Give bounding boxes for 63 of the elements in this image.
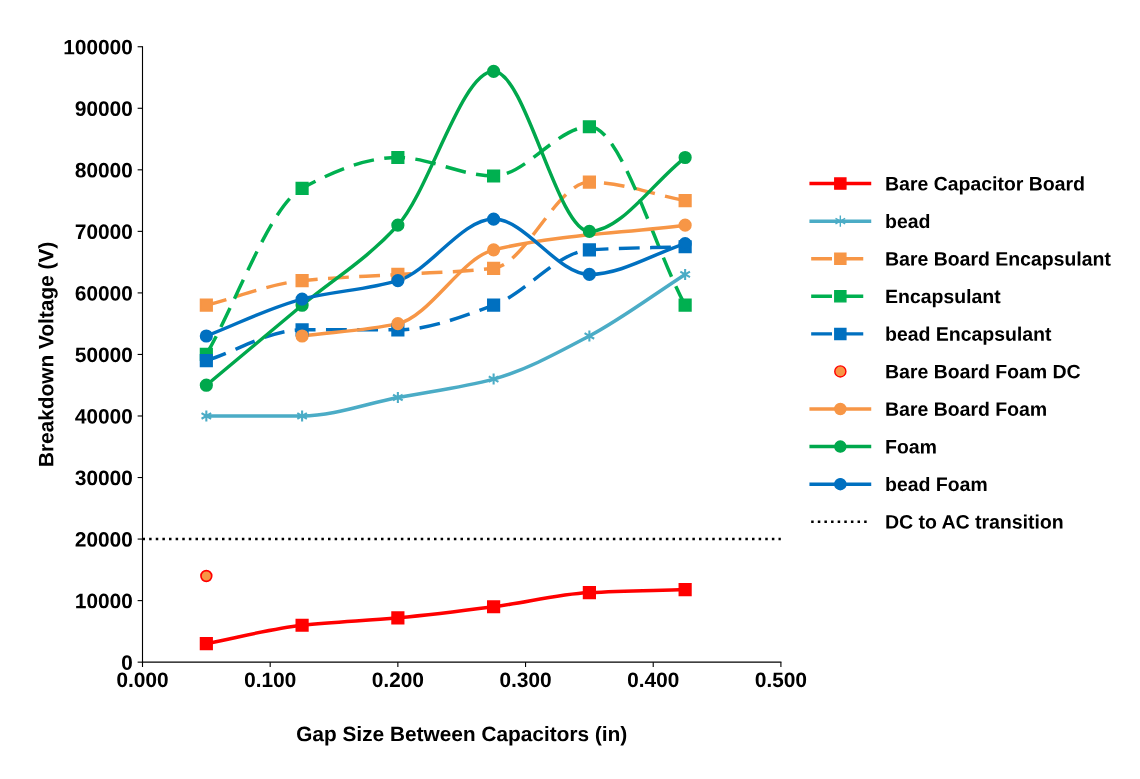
legend-label: bead (886, 213, 930, 229)
point (391, 611, 405, 625)
y-axis-title: Breakdown Voltage (V) (38, 242, 58, 466)
point (678, 582, 692, 597)
y-tick-label: 90000 (75, 101, 132, 117)
point (582, 120, 596, 134)
legend-label: bead Foam (886, 476, 987, 492)
point (487, 600, 501, 614)
point (295, 274, 309, 288)
x-tick-label: 0.500 (755, 672, 807, 688)
point (295, 329, 309, 343)
legend-label: bead Encapsulant (886, 326, 1052, 345)
x-tick-label: 0.200 (372, 672, 424, 688)
point (391, 274, 405, 288)
y-tick-label: 0 (122, 655, 132, 670)
point (678, 150, 692, 165)
point (487, 243, 501, 257)
point (487, 298, 501, 312)
point (678, 298, 692, 312)
y-tick-label: 10000 (76, 593, 132, 609)
y-tick-label: 80000 (75, 162, 132, 178)
point (487, 169, 501, 183)
x-tick-label: 0.100 (244, 672, 296, 688)
legend-label: Encapsulant (886, 289, 1001, 308)
y-tick-label: 70000 (75, 224, 132, 240)
point (200, 569, 213, 583)
point (295, 181, 309, 195)
point (582, 224, 596, 238)
x-tick-label: 0.400 (627, 672, 679, 688)
point (582, 175, 596, 189)
y-tick-label: 40000 (75, 408, 132, 424)
legend-label: DC to AC transition (886, 514, 1063, 529)
y-tick-label: 50000 (75, 347, 132, 363)
point (295, 618, 309, 632)
x-tick-label: 0.300 (500, 672, 551, 688)
y-tick-label: 60000 (75, 285, 132, 301)
point (199, 637, 213, 651)
point (582, 243, 596, 257)
point (678, 218, 692, 232)
legend-label: Bare Board Foam (886, 401, 1046, 417)
legend-label: Bare Board Encapsulant (886, 251, 1111, 270)
point (391, 218, 405, 232)
point (199, 354, 213, 368)
y-tick-label: 20000 (75, 532, 132, 547)
legend-label: Bare Capacitor Board (886, 176, 1084, 195)
point (487, 64, 501, 78)
y-tick-label: 100000 (64, 39, 132, 55)
x-tick-label: 0.000 (117, 672, 168, 688)
point (582, 586, 596, 600)
legend-label: Foam (886, 440, 936, 454)
point (678, 194, 692, 208)
y-tick-label: 30000 (75, 470, 132, 486)
point (295, 292, 309, 306)
point (199, 329, 213, 343)
point (487, 261, 501, 275)
point (199, 298, 213, 312)
point (391, 317, 405, 331)
x-axis-title: Gap Size Between Capacitors (in) (297, 726, 627, 746)
point (487, 212, 501, 226)
point (199, 378, 213, 392)
point (582, 267, 596, 282)
point (391, 150, 405, 165)
legend-label: Bare Board Foam DC (886, 364, 1081, 379)
